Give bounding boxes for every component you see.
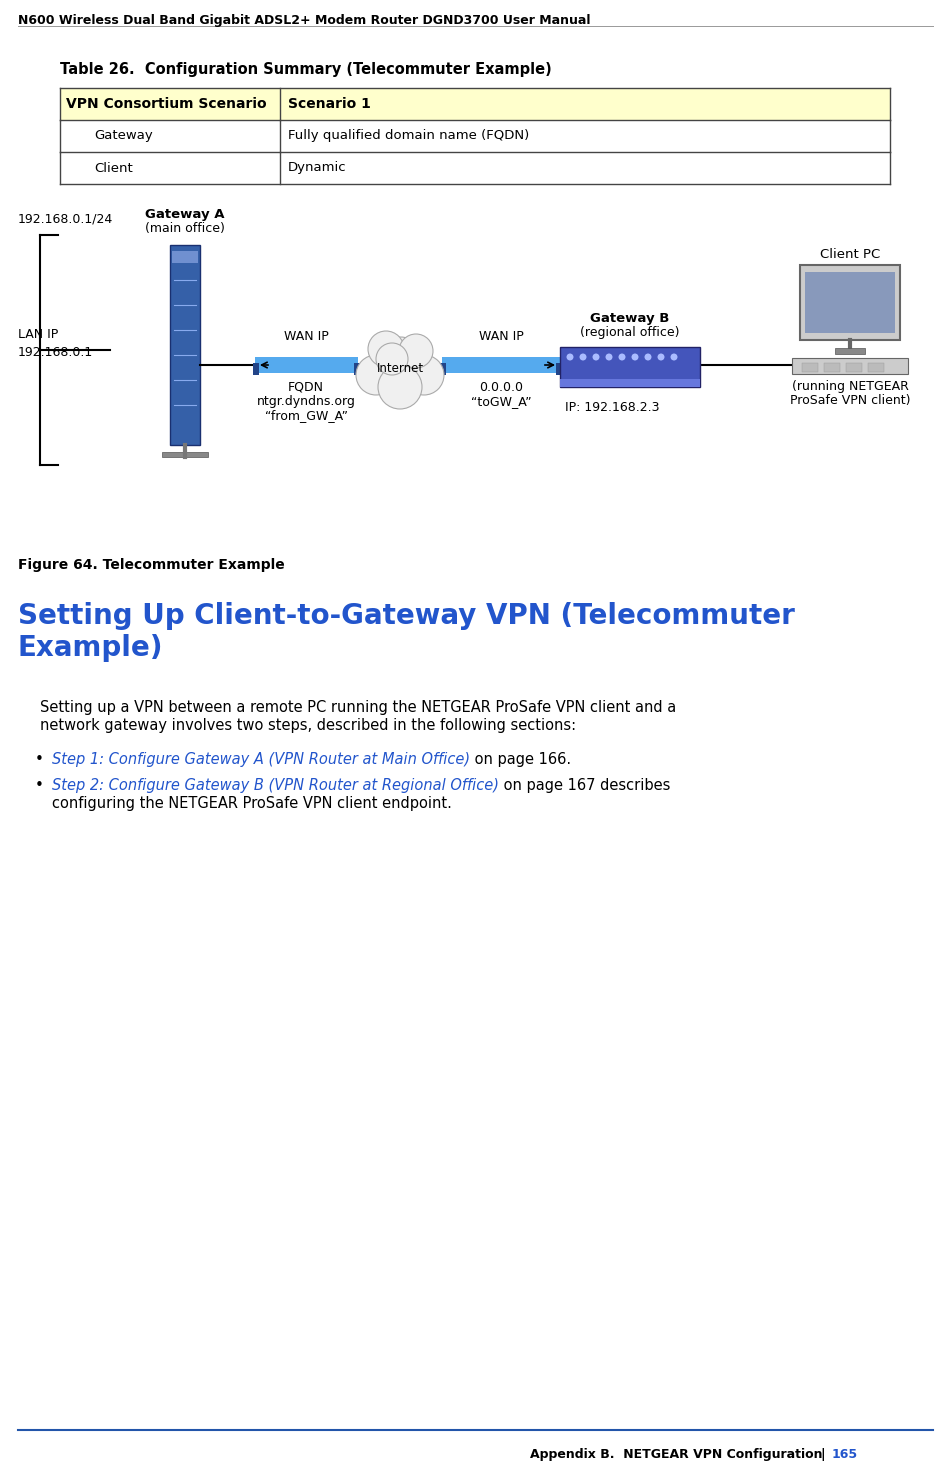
Text: Gateway: Gateway [94, 130, 153, 142]
Text: Step 2: Configure Gateway B (VPN Router at Regional Office): Step 2: Configure Gateway B (VPN Router … [52, 778, 499, 793]
Circle shape [579, 354, 587, 360]
Circle shape [378, 364, 422, 410]
Circle shape [368, 331, 404, 367]
Text: VPN Consortium Scenario: VPN Consortium Scenario [66, 97, 266, 111]
Text: “toGW_A”: “toGW_A” [471, 395, 532, 408]
Text: Fully qualified domain name (FQDN): Fully qualified domain name (FQDN) [288, 130, 530, 142]
Text: Appendix B.  NETGEAR VPN Configuration: Appendix B. NETGEAR VPN Configuration [530, 1448, 823, 1462]
Circle shape [670, 354, 677, 360]
Circle shape [356, 356, 396, 395]
Text: Client PC: Client PC [820, 249, 880, 260]
Text: Example): Example) [18, 633, 164, 661]
Circle shape [657, 354, 665, 360]
Text: on page 166.: on page 166. [470, 752, 572, 767]
Text: ProSafe VPN client): ProSafe VPN client) [789, 394, 910, 407]
Text: Dynamic: Dynamic [288, 161, 346, 174]
Text: 165: 165 [832, 1448, 858, 1462]
Bar [162, 452, 208, 456]
Bar [800, 265, 900, 339]
Text: N600 Wireless Dual Band Gigabit ADSL2+ Modem Router DGND3700 User Manual: N600 Wireless Dual Band Gigabit ADSL2+ M… [18, 15, 591, 26]
Text: Client: Client [94, 161, 133, 174]
Text: |: | [820, 1448, 825, 1462]
Bar [805, 272, 895, 334]
Bar [60, 152, 890, 184]
Bar [868, 363, 884, 372]
Text: Table 26.  Configuration Summary (Telecommuter Example): Table 26. Configuration Summary (Telecom… [60, 61, 552, 78]
Text: Step 1: Configure Gateway A (VPN Router at Main Office): Step 1: Configure Gateway A (VPN Router … [52, 752, 470, 767]
Text: on page 167 describes: on page 167 describes [499, 778, 670, 793]
Text: •: • [35, 778, 44, 793]
Bar [60, 120, 890, 152]
Text: (running NETGEAR: (running NETGEAR [791, 380, 908, 394]
Bar [60, 88, 890, 120]
Bar [255, 357, 358, 373]
Text: ntgr.dyndns.org: ntgr.dyndns.org [257, 395, 356, 408]
Text: IP: 192.168.2.3: IP: 192.168.2.3 [565, 401, 659, 414]
Circle shape [376, 342, 408, 375]
Circle shape [404, 356, 444, 395]
Bar [253, 363, 259, 375]
Bar [354, 363, 360, 375]
Text: Setting up a VPN between a remote PC running the NETGEAR ProSafe VPN client and : Setting up a VPN between a remote PC run… [40, 699, 676, 715]
Text: (main office): (main office) [146, 222, 225, 236]
Text: FQDN: FQDN [288, 380, 324, 394]
Circle shape [372, 336, 428, 394]
Circle shape [606, 354, 612, 360]
Text: 192.168.0.1: 192.168.0.1 [18, 347, 93, 360]
Bar [556, 363, 562, 375]
Text: 192.168.0.1/24: 192.168.0.1/24 [18, 212, 113, 225]
Circle shape [631, 354, 638, 360]
Text: configuring the NETGEAR ProSafe VPN client endpoint.: configuring the NETGEAR ProSafe VPN clie… [52, 796, 452, 811]
Text: LAN IP: LAN IP [18, 329, 58, 341]
Circle shape [645, 354, 651, 360]
Circle shape [618, 354, 626, 360]
Text: Figure 64. Telecommuter Example: Figure 64. Telecommuter Example [18, 557, 284, 572]
Bar [170, 244, 200, 445]
Text: “from_GW_A”: “from_GW_A” [264, 410, 347, 421]
Bar [792, 358, 908, 375]
Circle shape [399, 334, 433, 369]
Bar [560, 347, 700, 388]
Bar [824, 363, 840, 372]
Text: Internet: Internet [377, 363, 423, 376]
Bar [560, 379, 700, 388]
Circle shape [592, 354, 599, 360]
Text: 0.0.0.0: 0.0.0.0 [479, 380, 523, 394]
Text: (regional office): (regional office) [580, 326, 680, 339]
Text: Setting Up Client-to-Gateway VPN (Telecommuter: Setting Up Client-to-Gateway VPN (Teleco… [18, 601, 795, 631]
Bar [835, 348, 865, 354]
Text: WAN IP: WAN IP [283, 331, 328, 342]
Bar [802, 363, 818, 372]
Text: Scenario 1: Scenario 1 [288, 97, 371, 111]
Text: network gateway involves two steps, described in the following sections:: network gateway involves two steps, desc… [40, 718, 576, 733]
Text: WAN IP: WAN IP [478, 331, 523, 342]
Circle shape [567, 354, 573, 360]
Text: •: • [35, 752, 44, 767]
Text: Gateway A: Gateway A [146, 208, 224, 221]
Bar [442, 357, 560, 373]
Text: Gateway B: Gateway B [591, 312, 670, 325]
Bar [846, 363, 862, 372]
Bar [440, 363, 446, 375]
Bar [172, 252, 198, 263]
